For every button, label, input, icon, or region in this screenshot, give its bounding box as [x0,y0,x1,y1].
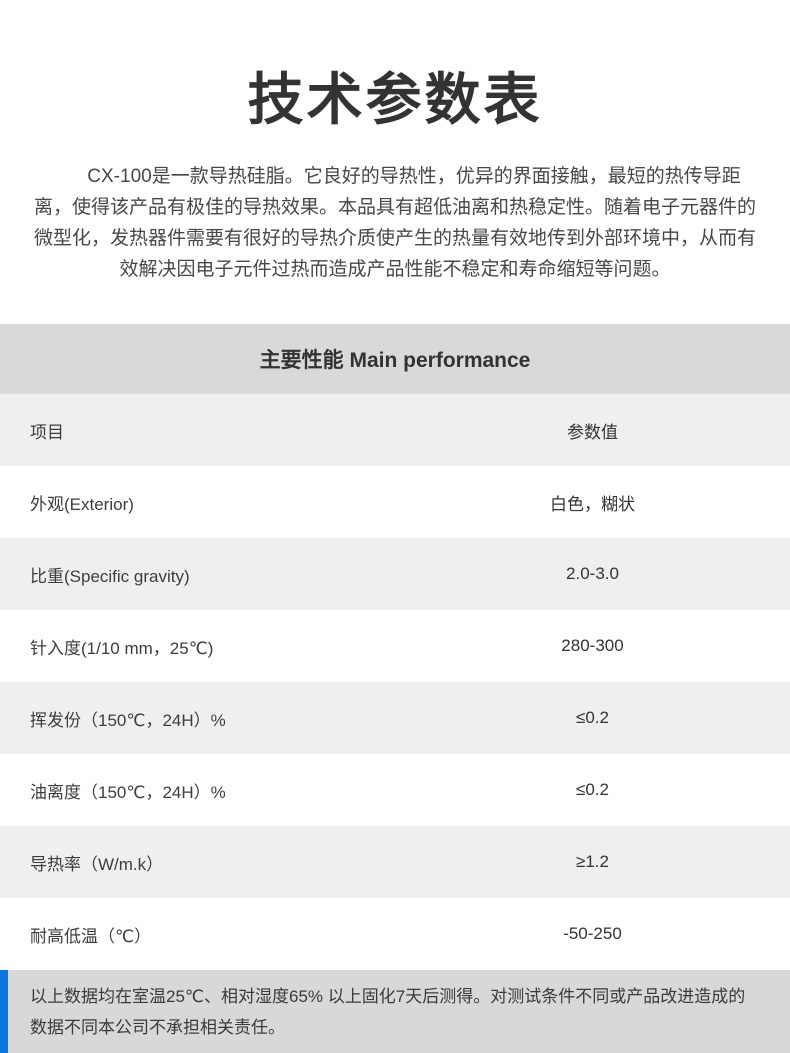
row-label: 挥发份（150℃，24H）% [30,710,226,730]
row-value: 280-300 [561,636,624,655]
row-value: 白色，糊状 [550,494,635,514]
table-row: 油离度（150℃，24H）% ≤0.2 [0,754,790,826]
row-label: 外观(Exterior) [30,494,134,514]
row-value: ≤0.2 [576,780,609,799]
row-label: 耐高低温（℃） [30,926,152,946]
row-label: 油离度（150℃，24H）% [30,782,226,802]
spec-table: 主要性能 Main performance 项目 参数值 外观(Exterior… [0,324,790,970]
table-row: 导热率（W/m.k） ≥1.2 [0,826,790,898]
row-label: 针入度(1/10 mm，25℃) [30,638,214,658]
table-row: 耐高低温（℃） -50-250 [0,898,790,970]
row-label: 导热率（W/m.k） [30,854,164,874]
row-value: -50-250 [563,924,622,943]
section-title: 主要性能 Main performance [259,349,531,372]
table-rows: 项目 参数值 外观(Exterior) 白色，糊状 比重(Specific gr… [0,394,790,970]
table-row: 外观(Exterior) 白色，糊状 [0,466,790,538]
footnote-text: 以上数据均在室温25℃、相对湿度65% 以上固化7天后测得。对测试条件不同或产品… [30,987,746,1037]
column-header-item: 项目 [30,422,64,442]
table-header-row: 项目 参数值 [0,394,790,466]
product-description: CX-100是一款导热硅脂。它良好的导热性，优异的界面接触，最短的热传导距离，使… [33,166,756,280]
table-row: 比重(Specific gravity) 2.0-3.0 [0,538,790,610]
table-row: 针入度(1/10 mm，25℃) 280-300 [0,610,790,682]
footnote: 以上数据均在室温25℃、相对湿度65% 以上固化7天后测得。对测试条件不同或产品… [0,970,790,1053]
row-value: 2.0-3.0 [566,564,619,583]
table-row: 挥发份（150℃，24H）% ≤0.2 [0,682,790,754]
row-label: 比重(Specific gravity) [30,566,190,586]
page-title: 技术参数表 [247,68,543,131]
row-value: ≤0.2 [576,708,609,727]
row-value: ≥1.2 [576,852,609,871]
column-header-value: 参数值 [567,422,618,442]
section-header: 主要性能 Main performance [0,324,790,394]
